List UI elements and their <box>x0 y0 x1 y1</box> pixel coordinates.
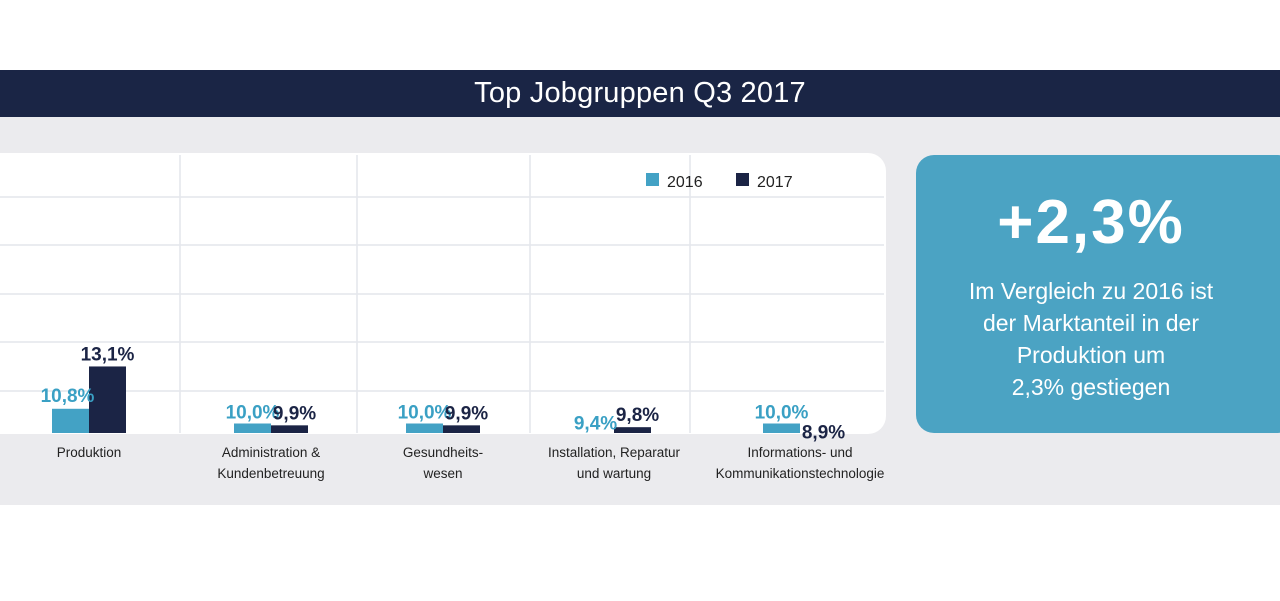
category-label: Administration & <box>222 445 320 460</box>
category-label: wesen <box>422 466 462 481</box>
highlight-box: +2,3% Im Vergleich zu 2016 ist der Markt… <box>916 155 1280 433</box>
category-label: Produktion <box>57 445 122 460</box>
bar-2016 <box>234 423 271 433</box>
data-label-2017: 9,9% <box>273 403 316 424</box>
legend-label-2016: 2016 <box>667 174 703 191</box>
legend-swatch-2016 <box>646 173 659 186</box>
bar-2017 <box>614 427 651 433</box>
legend-label-2017: 2017 <box>757 174 793 191</box>
category-label: Installation, Reparatur <box>548 445 681 460</box>
highlight-text: Im Vergleich zu 2016 ist der Marktanteil… <box>968 278 1214 400</box>
category-label: Kommunikationstechnologie <box>716 466 885 481</box>
bar-2016 <box>406 423 443 433</box>
data-label-2017: 8,9% <box>802 423 845 444</box>
data-label-2016: 10,8% <box>41 386 95 407</box>
data-label-2017: 9,8% <box>616 405 659 426</box>
bar-2017 <box>443 425 480 433</box>
bar-2017 <box>89 366 126 433</box>
bar-2017 <box>271 425 308 433</box>
bar-2016 <box>52 408 89 433</box>
chart-title: Top Jobgruppen Q3 2017 <box>0 70 1280 117</box>
highlight-value: +2,3% <box>997 188 1185 257</box>
data-label-2016: 10,0% <box>226 403 280 424</box>
data-label-2016: 10,0% <box>755 403 809 424</box>
category-label: und wartung <box>577 466 651 481</box>
data-label-2016: 9,4% <box>574 414 617 435</box>
data-label-2016: 10,0% <box>398 403 452 424</box>
category-label: Informations- und <box>747 445 852 460</box>
category-label: Gesundheits- <box>403 445 483 460</box>
legend-swatch-2017 <box>736 173 749 186</box>
data-label-2017: 13,1% <box>81 344 135 365</box>
category-label: Kundenbetreuung <box>217 466 324 481</box>
data-label-2017: 9,9% <box>445 403 488 424</box>
bar-2016 <box>763 423 800 433</box>
